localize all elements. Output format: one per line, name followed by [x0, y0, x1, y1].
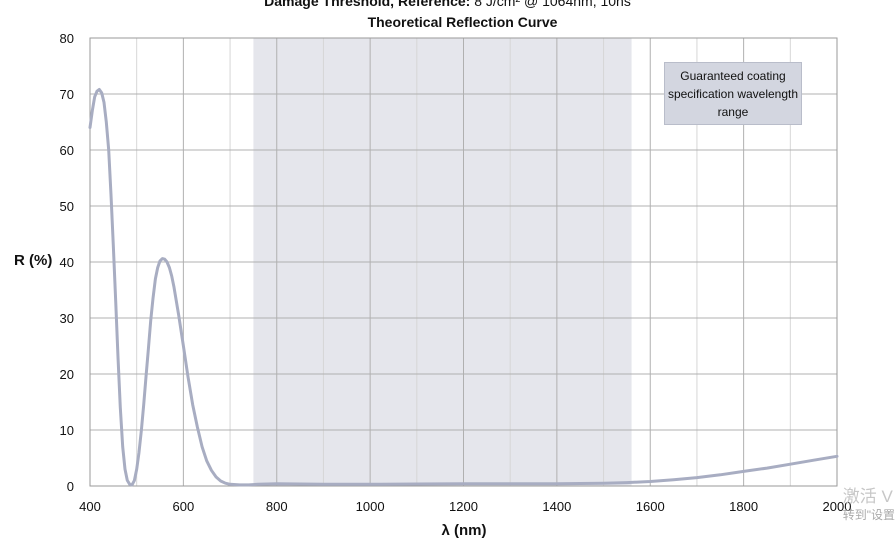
damage-threshold-value: 8 J/cm² @ 1064nm, 10ns — [474, 0, 631, 9]
x-tick-label: 1000 — [356, 499, 385, 514]
plot-frame — [89, 37, 838, 487]
x-tick-label: 1200 — [449, 499, 478, 514]
reflection-curve — [88, 88, 839, 487]
y-tick-label: 0 — [67, 479, 74, 494]
y-tick-label: 50 — [60, 199, 74, 214]
band-annotation: Guaranteed coating specification wavelen… — [664, 62, 802, 125]
damage-threshold-line: Damage Threshold, Reference: 8 J/cm² @ 1… — [0, 0, 895, 9]
y-axis-label: R (%) — [14, 252, 53, 269]
x-tick-label: 1600 — [636, 499, 665, 514]
damage-threshold-label: Damage Threshold, Reference: — [264, 0, 471, 9]
x-tick-label: 1800 — [729, 499, 758, 514]
y-tick-label: 70 — [60, 87, 74, 102]
chart-title: Theoretical Reflection Curve — [367, 14, 558, 30]
y-tick-label: 40 — [60, 255, 74, 270]
activation-watermark: 激活 V 转到"设置 — [843, 488, 895, 524]
x-tick-label: 2000 — [823, 499, 852, 514]
x-tick-label: 1400 — [542, 499, 571, 514]
x-tick-label: 600 — [173, 499, 195, 514]
x-axis-label: λ (nm) — [441, 522, 487, 539]
x-tick-label: 800 — [266, 499, 288, 514]
y-tick-label: 60 — [60, 143, 74, 158]
y-tick-label: 80 — [60, 31, 74, 46]
x-tick-label: 400 — [79, 499, 101, 514]
tick-labels: 400 600 800 1000 1200 1400 1600 1800 2000 0 10 20 30… — [60, 31, 852, 514]
watermark-line-1: 激活 V — [842, 487, 893, 506]
watermark-line-2: 转到"设置 — [842, 508, 895, 522]
y-tick-label: 10 — [60, 423, 74, 438]
y-tick-label: 30 — [60, 311, 74, 326]
y-tick-label: 20 — [60, 367, 74, 382]
